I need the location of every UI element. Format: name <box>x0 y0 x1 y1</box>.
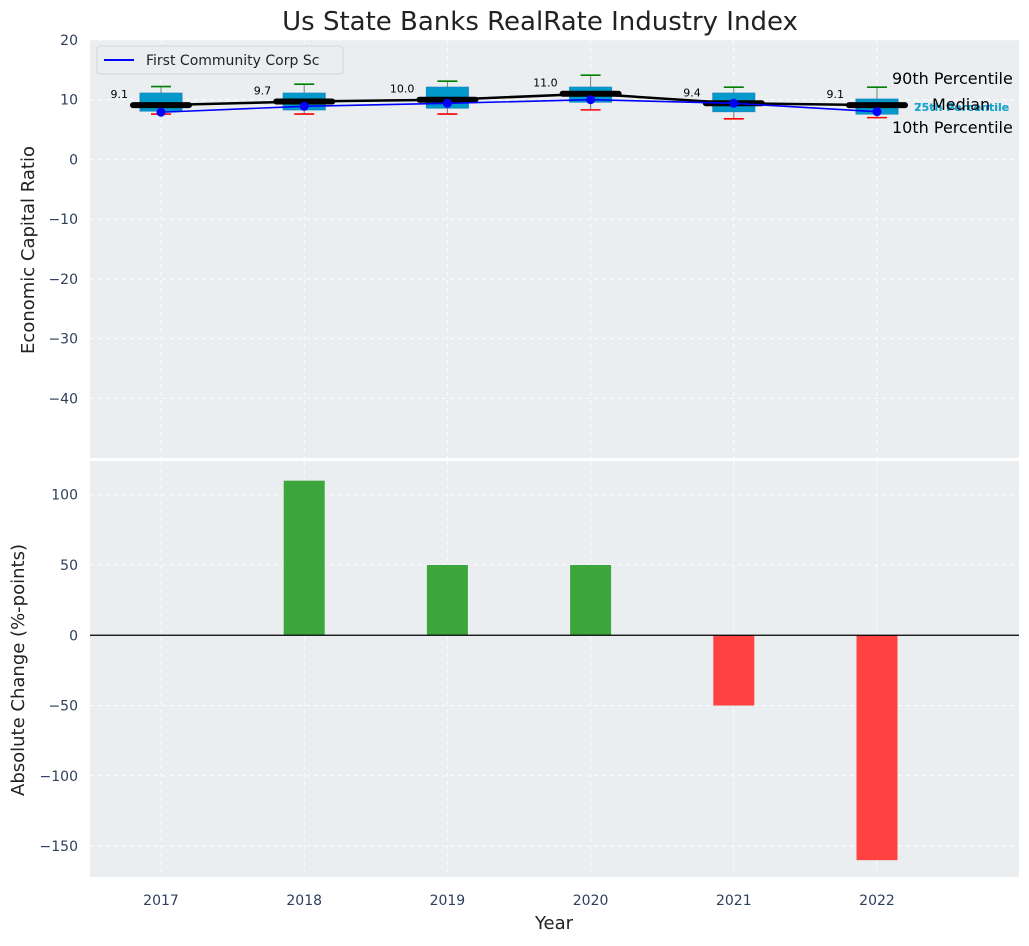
company-point <box>872 107 882 117</box>
x-tick-label: 2017 <box>143 893 179 909</box>
bottom-y-tick-label: −50 <box>48 699 78 715</box>
line-series <box>156 92 882 117</box>
chart-title: Us State Banks RealRate Industry Index <box>282 7 798 37</box>
x-tick-label: 2018 <box>286 893 322 909</box>
top-y-axis-label: Economic Capital Ratio <box>18 146 39 354</box>
top-y-tick-label: −30 <box>48 332 78 348</box>
bottom-y-tick-label: 50 <box>60 558 78 574</box>
median-value-label: 9.7 <box>254 85 272 98</box>
bottom-y-tick-label: −100 <box>40 769 78 785</box>
legend-entry-company: First Community Corp Sc <box>146 53 319 69</box>
top-gridlines <box>90 39 1019 458</box>
annotation-median: Median <box>932 95 990 114</box>
top-y-tick-label: 20 <box>60 33 78 49</box>
annotation-25th-percentile: 25th Percentile <box>914 101 1009 114</box>
change-bars <box>283 480 898 861</box>
median-value-label: 11.0 <box>533 77 558 90</box>
x-tick-label: 2019 <box>430 893 466 909</box>
change-bar <box>570 565 612 636</box>
median-value-label: 9.1 <box>111 88 129 101</box>
change-bar <box>283 480 325 636</box>
x-tick-label: 2022 <box>859 893 895 909</box>
median-value-label: 9.1 <box>827 88 845 101</box>
company-line <box>160 98 878 114</box>
annotation-90th-percentile: 90th Percentile <box>892 69 1013 88</box>
company-point <box>156 107 166 117</box>
top-y-tick-labels: 20 10 0 −10 −20 −30 −40 <box>48 33 78 407</box>
change-bar <box>713 635 755 706</box>
bottom-y-tick-labels: 100 50 0 −50 −100 −150 <box>40 488 78 855</box>
change-bar <box>856 635 898 861</box>
top-panel: 20 10 0 −10 −20 −30 −40 Economic Capital Ratio… <box>18 33 1019 458</box>
legend-box <box>96 45 344 75</box>
top-y-tick-label: −10 <box>48 212 78 228</box>
change-bar <box>426 565 468 636</box>
bottom-y-tick-label: 0 <box>69 628 78 644</box>
bottom-y-axis-label: Absolute Change (%-points) <box>8 544 29 796</box>
bottom-y-tick-label: 100 <box>51 488 78 504</box>
company-point <box>442 98 452 108</box>
company-point <box>729 98 739 108</box>
top-y-tick-label: −20 <box>48 272 78 288</box>
median-line <box>160 92 878 107</box>
annotation-10th-percentile: 10th Percentile <box>892 118 1013 137</box>
x-tick-label: 2021 <box>716 893 752 909</box>
annotation-75th-percentile: 75th Percentile <box>914 101 1009 114</box>
x-tick-labels: 2017 2018 2019 2020 2021 2022 <box>143 893 895 909</box>
median-value-label: 10.0 <box>390 83 415 96</box>
company-point <box>299 101 309 111</box>
company-point <box>586 95 596 105</box>
x-axis-label: Year <box>534 913 574 934</box>
top-y-tick-label: −40 <box>48 391 78 407</box>
median-value-label: 9.4 <box>683 86 701 99</box>
top-y-tick-label: 0 <box>69 152 78 168</box>
legend: First Community Corp Sc <box>96 45 344 75</box>
x-tick-label: 2020 <box>573 893 609 909</box>
top-y-tick-label: 10 <box>60 93 78 109</box>
bottom-y-tick-label: −150 <box>40 839 78 855</box>
